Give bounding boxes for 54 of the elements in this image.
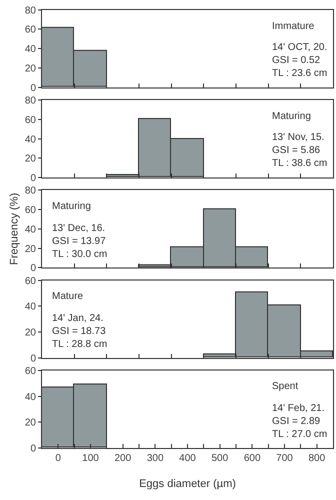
annotation: TL : 30.0 cm (52, 249, 108, 260)
y-tick-label: 40 (24, 302, 36, 313)
x-tick-label: 500 (211, 452, 229, 464)
annotation: Maturing (272, 111, 311, 122)
x-tick-label: 100 (82, 452, 100, 464)
y-tick-label: 60 (24, 114, 36, 126)
x-tick-label: 800 (308, 452, 326, 464)
y-tick-label: 40 (24, 134, 36, 146)
annotation: GSI = 5.86 (272, 145, 321, 156)
y-tick-label: 80 (24, 5, 36, 16)
y-tick-label: 40 (24, 44, 36, 56)
y-tick-label: 40 (24, 224, 36, 236)
y-tick-label: 60 (24, 366, 36, 378)
y-tick-label: 0 (30, 172, 36, 184)
y-tick-label: 20 (24, 327, 36, 338)
annotation: TL : 23.6 cm (272, 68, 328, 79)
x-tick-label: 400 (179, 452, 196, 464)
x-tick-label: 700 (276, 452, 294, 464)
y-tick-label: 20 (24, 154, 36, 165)
y-tick-label: 0 (30, 263, 36, 274)
annotation: TL : 27.0 cm (272, 429, 328, 440)
y-tick-label: 80 (24, 96, 36, 107)
annotation: GSI = 13.97 (52, 236, 106, 247)
annotation: Maturing (52, 201, 91, 212)
y-tick-label: 0 (30, 443, 36, 454)
annotation: Mature (52, 291, 84, 302)
annotation: 14' Jan, 24. (52, 313, 104, 324)
y-tick-label: 20 (24, 418, 36, 429)
y-tick-label: 80 (24, 186, 36, 197)
annotation: 13' Nov, 15. (272, 132, 324, 143)
x-tick-label: 200 (114, 452, 132, 464)
annotation: 14' Feb, 21. (272, 403, 324, 414)
y-tick-label: 20 (24, 63, 36, 74)
annotation: 14' OCT, 20. (272, 42, 328, 53)
y-tick-label: 0 (30, 353, 36, 364)
y-tick-label: 60 (24, 24, 36, 36)
x-tick-label: 0 (55, 452, 62, 464)
x-axis-title: Eggs diameter (µm) (139, 478, 236, 490)
annotation: GSI = 0.52 (272, 55, 321, 66)
y-tick-label: 60 (24, 276, 36, 287)
annotation: Immature (272, 21, 315, 32)
y-tick-label: 60 (24, 205, 36, 216)
y-tick-label: 0 (30, 82, 36, 94)
y-tick-label: 40 (24, 392, 36, 403)
annotation: Spent (272, 381, 298, 392)
annotation: TL : 38.6 cm (272, 158, 328, 169)
x-tick-label: 300 (146, 452, 164, 464)
x-tick-label: 600 (244, 452, 261, 464)
y-axis-title: Frequency (%) (8, 192, 21, 265)
y-tick-label: 20 (24, 244, 36, 255)
annotation: GSI = 2.89 (272, 416, 321, 427)
annotation: GSI = 18.73 (52, 326, 106, 337)
annotation: 13' Dec, 16. (52, 223, 106, 234)
annotation: TL : 28.8 cm (52, 339, 108, 350)
